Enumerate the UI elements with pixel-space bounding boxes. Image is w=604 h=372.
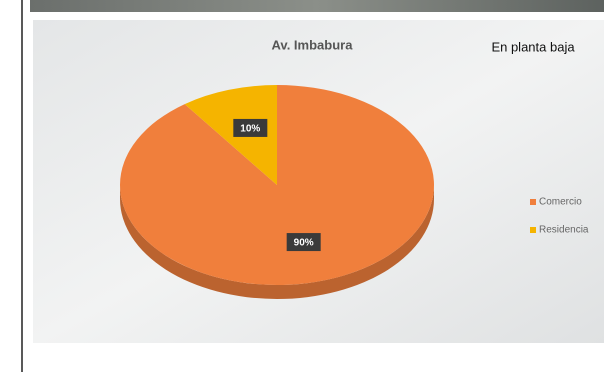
pie-slice (184, 85, 277, 185)
legend-label: Residencia (539, 225, 589, 236)
data-label: 10% (240, 124, 260, 135)
annotation: En planta baja (491, 39, 575, 54)
legend-label: Comercio (539, 197, 582, 208)
legend: Comercio Residencia (530, 197, 589, 236)
legend-swatch (530, 227, 536, 233)
data-label-box (233, 118, 268, 137)
legend-swatch (530, 199, 536, 205)
data-label-box (286, 233, 321, 252)
pie: 90% 10% (119, 85, 434, 299)
photo-strip (30, 0, 604, 12)
data-label: 90% (294, 238, 314, 249)
chart-title: Av. Imbabura (272, 37, 354, 52)
